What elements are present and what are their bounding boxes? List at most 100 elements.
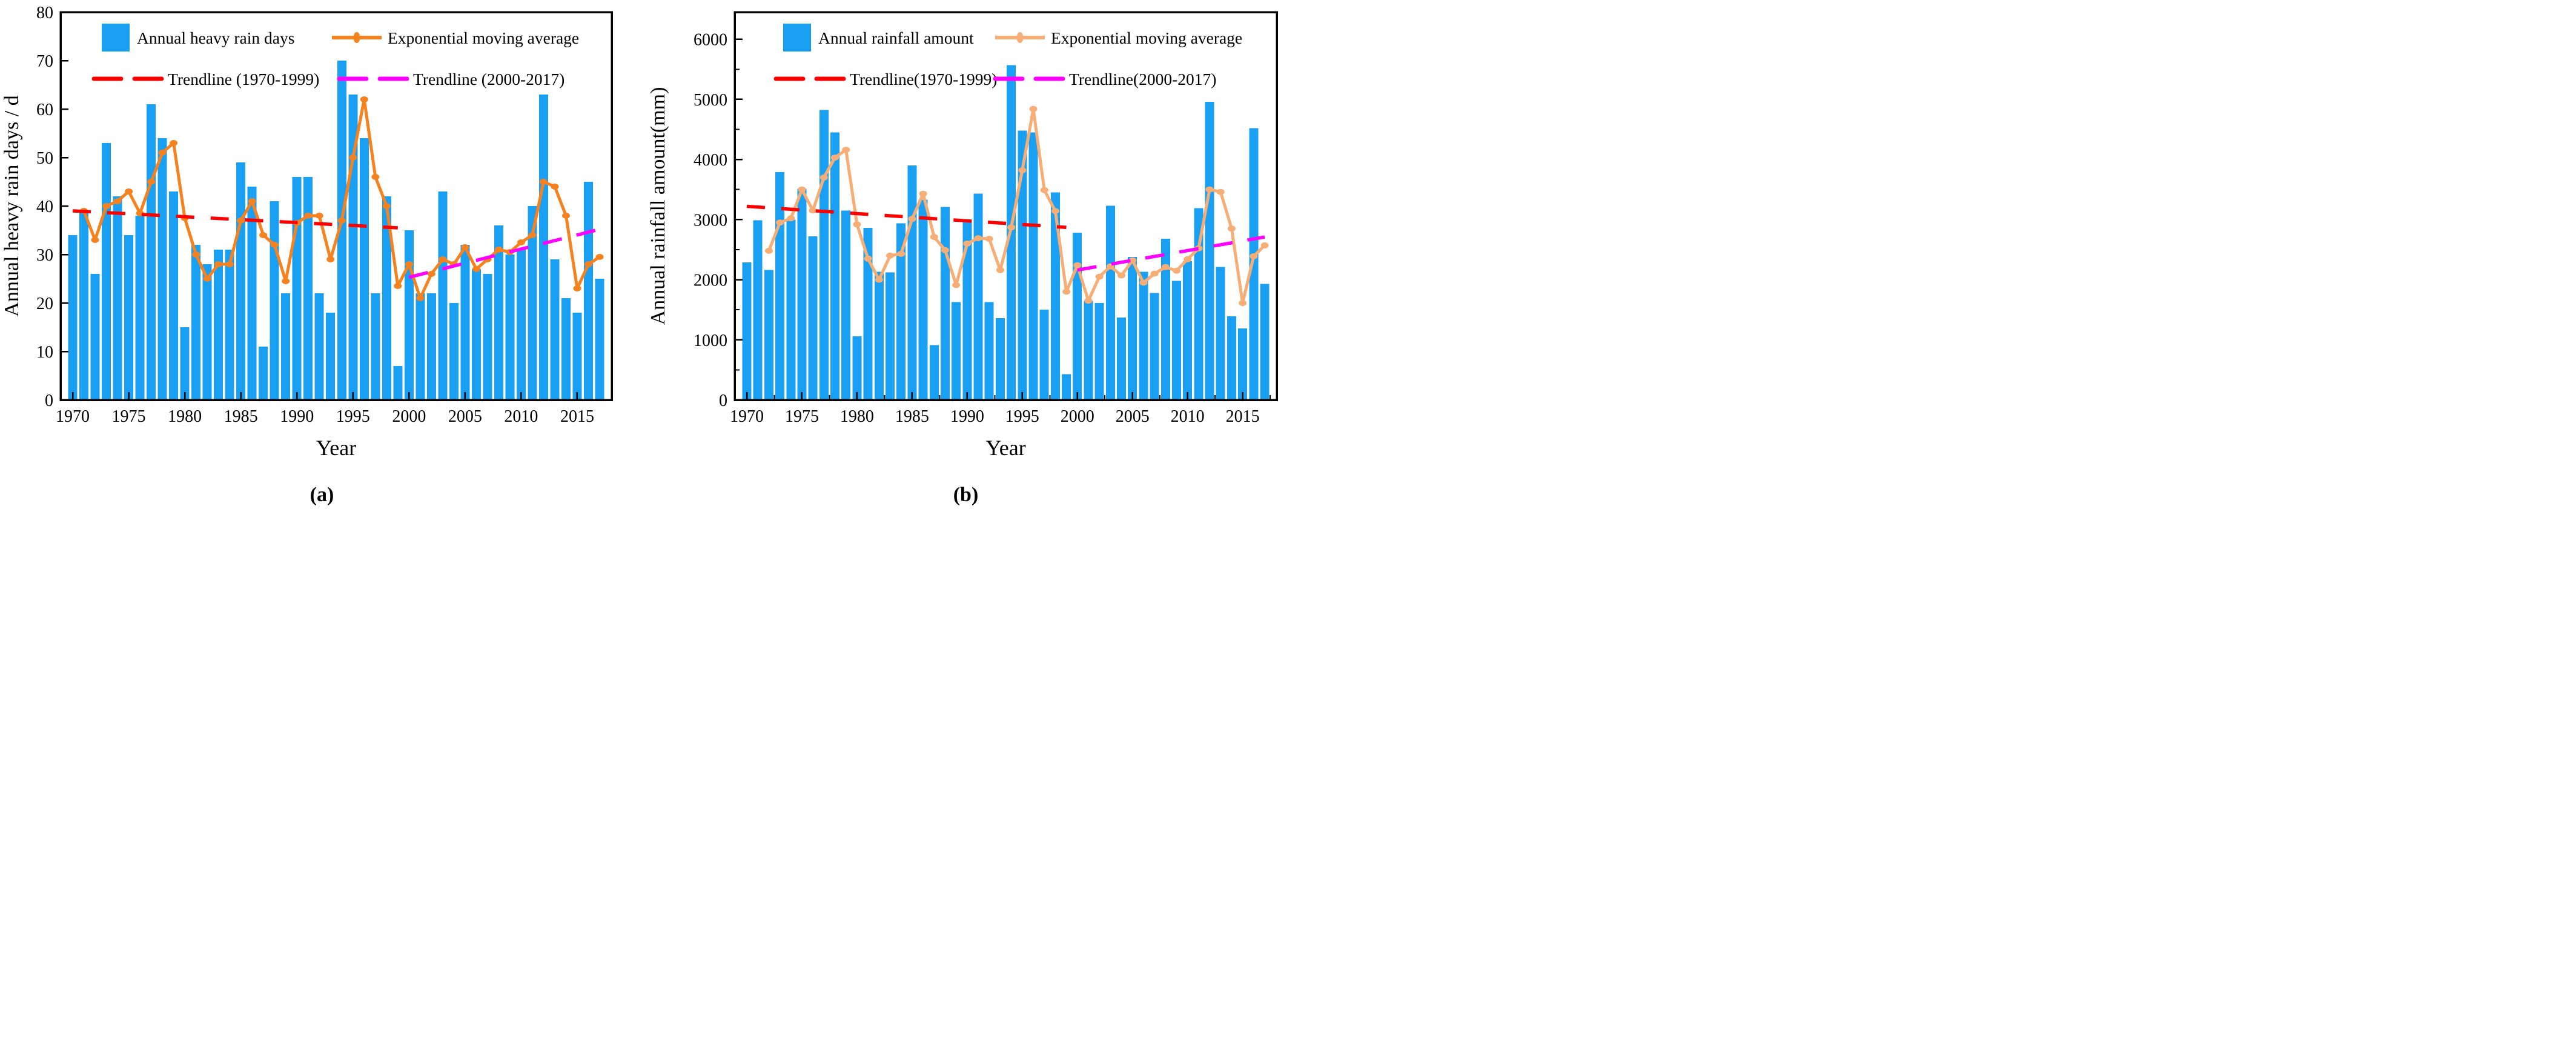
- legend-label-trend1: Trendline(1970-1999): [850, 70, 997, 88]
- bar-1979: [841, 210, 851, 400]
- x-tick-label: 1980: [840, 407, 874, 426]
- bar-1988: [940, 207, 950, 400]
- y-tick-label: 2000: [694, 271, 727, 290]
- bar-2008: [494, 225, 503, 400]
- y-tick-label: 60: [36, 101, 53, 119]
- ema-point: [919, 190, 927, 197]
- bar-2011: [1194, 208, 1204, 400]
- bar-2016: [1249, 128, 1259, 400]
- bar-1974: [786, 219, 796, 400]
- x-tick-label: 2005: [1116, 407, 1150, 426]
- bar-1990: [962, 219, 972, 400]
- bar-2015: [1238, 328, 1248, 400]
- bar-1997: [371, 293, 380, 400]
- ema-point: [1216, 188, 1225, 195]
- ema-point: [259, 232, 268, 238]
- bar-1996: [359, 138, 369, 400]
- y-axis: 0 1000 2000 3000 4000 5000 6000: [694, 31, 743, 410]
- bar-1993: [995, 318, 1005, 400]
- bar-1971: [753, 220, 763, 400]
- legend-ema-marker: [1016, 32, 1024, 43]
- ema-point: [864, 255, 872, 262]
- ema-point: [1007, 224, 1016, 231]
- ema-point: [214, 261, 223, 267]
- bar-1982: [874, 271, 884, 400]
- ema-point: [875, 276, 883, 283]
- bar-2017: [595, 279, 604, 400]
- y-tick-label: 5000: [694, 91, 727, 110]
- bar-2004: [449, 303, 459, 400]
- x-tick-label: 1970: [56, 407, 90, 426]
- y-tick-label: 0: [45, 391, 53, 410]
- ema-point: [237, 218, 245, 224]
- ema-point: [91, 237, 99, 243]
- x-tick-label: 1970: [730, 407, 764, 426]
- ema-point: [158, 150, 167, 156]
- ema-point: [831, 155, 839, 161]
- ema-point: [908, 216, 916, 222]
- ema-point: [930, 234, 938, 241]
- chart-b: 0 1000 2000 3000 4000 5000 6000 1970 1975 1980 198…: [644, 0, 1288, 431]
- bar-1984: [225, 250, 234, 400]
- ema-point: [1018, 167, 1027, 173]
- ema-point: [203, 276, 211, 282]
- legend-label-ema: Exponential moving average: [1051, 28, 1242, 47]
- x-axis-title-b: Year: [985, 436, 1026, 460]
- ema-point: [405, 261, 413, 267]
- ema-point: [528, 232, 537, 238]
- bar-2012: [1205, 101, 1214, 401]
- bar-1991: [973, 193, 983, 400]
- ema-point: [1117, 272, 1125, 279]
- ema-point: [1084, 298, 1093, 304]
- chart-a: 0 10 20 30 40 50 60 70 80 1970 1975 1980 1985 1990 199…: [0, 0, 644, 431]
- bar-1974: [113, 196, 122, 400]
- bar-1987: [259, 347, 268, 400]
- bar-1979: [169, 191, 179, 400]
- bar-1999: [393, 366, 403, 400]
- ema-point: [886, 252, 894, 259]
- bar-2011: [528, 206, 537, 400]
- panel-a: 0 10 20 30 40 50 60 70 80 1970 1975 1980 1985 1990 199…: [0, 0, 644, 517]
- ema-point: [1260, 242, 1269, 248]
- y-tick-label: 20: [36, 294, 53, 313]
- ema-point: [282, 278, 290, 284]
- bar-1976: [808, 236, 818, 400]
- ema-point: [472, 266, 480, 272]
- ema-point: [764, 247, 773, 254]
- x-tick-label: 1975: [112, 407, 146, 426]
- chart-a-canvas: 0 10 20 30 40 50 60 70 80 1970 1975 1980 1985 1990 199…: [1, 4, 613, 426]
- ema-point: [113, 198, 122, 204]
- bar-2001: [1084, 301, 1093, 400]
- ema-point: [439, 256, 447, 262]
- ema-point: [1250, 253, 1258, 259]
- ema-point: [1073, 262, 1082, 268]
- ema-point: [1139, 279, 1148, 286]
- ema-point: [941, 247, 949, 253]
- two-panel-rainfall-figure: 0 10 20 30 40 50 60 70 80 1970 1975 1980 1985 1990 199…: [0, 0, 1288, 517]
- y-tick-label: 50: [36, 149, 53, 168]
- ema-point: [1150, 270, 1159, 277]
- bar-1986: [918, 199, 928, 400]
- x-tick-label: 2000: [392, 407, 426, 426]
- x-tick-label: 1980: [168, 407, 202, 426]
- panel-label-b: (b): [953, 484, 979, 506]
- x-tick-label: 2010: [504, 407, 538, 426]
- legend-label-trend2: Trendline (2000-2017): [413, 70, 565, 88]
- bar-1982: [202, 264, 212, 400]
- bar-1988: [270, 201, 279, 400]
- ema-point: [394, 283, 402, 289]
- y-axis-title: Annual heavy rain days / d: [1, 95, 23, 316]
- bar-1989: [952, 302, 961, 400]
- ema-line: [764, 105, 1269, 307]
- bar-2007: [483, 274, 492, 400]
- ema-point: [304, 213, 313, 219]
- x-tick-label: 2005: [448, 407, 482, 426]
- x-tick-label: 2000: [1061, 407, 1094, 426]
- bar-2014: [1227, 316, 1236, 400]
- y-tick-label: 6000: [694, 31, 727, 50]
- legend-label-bars: Annual rainfall amount: [818, 28, 974, 47]
- bar-2010: [1183, 261, 1193, 400]
- y-tick-label: 4000: [694, 151, 727, 170]
- x-axis-title-a: Year: [316, 436, 357, 460]
- ema-point: [776, 219, 784, 226]
